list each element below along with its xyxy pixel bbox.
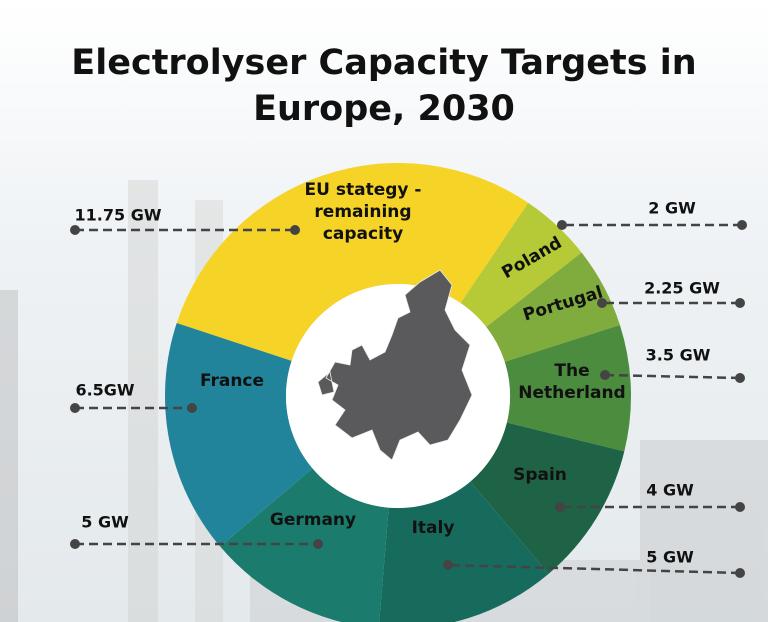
- value-label: 2 GW: [648, 198, 696, 218]
- leader-dot: [735, 298, 745, 308]
- value-label: 6.5GW: [75, 380, 135, 400]
- value-label: 5 GW: [646, 547, 694, 567]
- value-label: 11.75 GW: [74, 205, 162, 225]
- leader-dot: [557, 220, 567, 230]
- value-label: 4 GW: [646, 480, 694, 500]
- slice: [176, 163, 529, 361]
- leader-line: [447, 563, 741, 575]
- leader-dot: [290, 225, 300, 235]
- leader-dot: [555, 502, 565, 512]
- slice-label: Italy: [411, 518, 455, 538]
- slice: [165, 323, 313, 547]
- value-label: 5 GW: [81, 512, 129, 532]
- slice: [504, 324, 631, 452]
- europe-map: [317, 269, 473, 461]
- leader-dot: [443, 560, 453, 570]
- slice: [470, 422, 625, 574]
- slice-label: Germany: [269, 510, 357, 530]
- slice-label: EU stategy - remaining capacity: [304, 180, 422, 244]
- leader-dot: [187, 403, 197, 413]
- leader-dot: [70, 403, 80, 413]
- slice: [460, 202, 582, 328]
- slice-label: France: [199, 371, 265, 391]
- chart-title: Electrolyser Capacity Targets in Europe,…: [71, 43, 697, 129]
- leader-dot: [735, 568, 745, 578]
- leader-dot: [737, 220, 747, 230]
- slice-label: Spain: [513, 465, 567, 485]
- slice: [486, 252, 620, 362]
- slice-label: The Netherland: [518, 361, 626, 403]
- leader-dot: [600, 370, 610, 380]
- leader-dot: [735, 502, 745, 512]
- slice: [379, 481, 549, 622]
- value-label: 2.25 GW: [644, 278, 720, 298]
- leader-dot: [313, 539, 323, 549]
- leader-line: [604, 373, 741, 380]
- leader-dot: [70, 539, 80, 549]
- value-label: 3.5 GW: [645, 345, 711, 365]
- leader-dot: [597, 298, 607, 308]
- leader-dot: [70, 225, 80, 235]
- leader-dot: [735, 373, 745, 383]
